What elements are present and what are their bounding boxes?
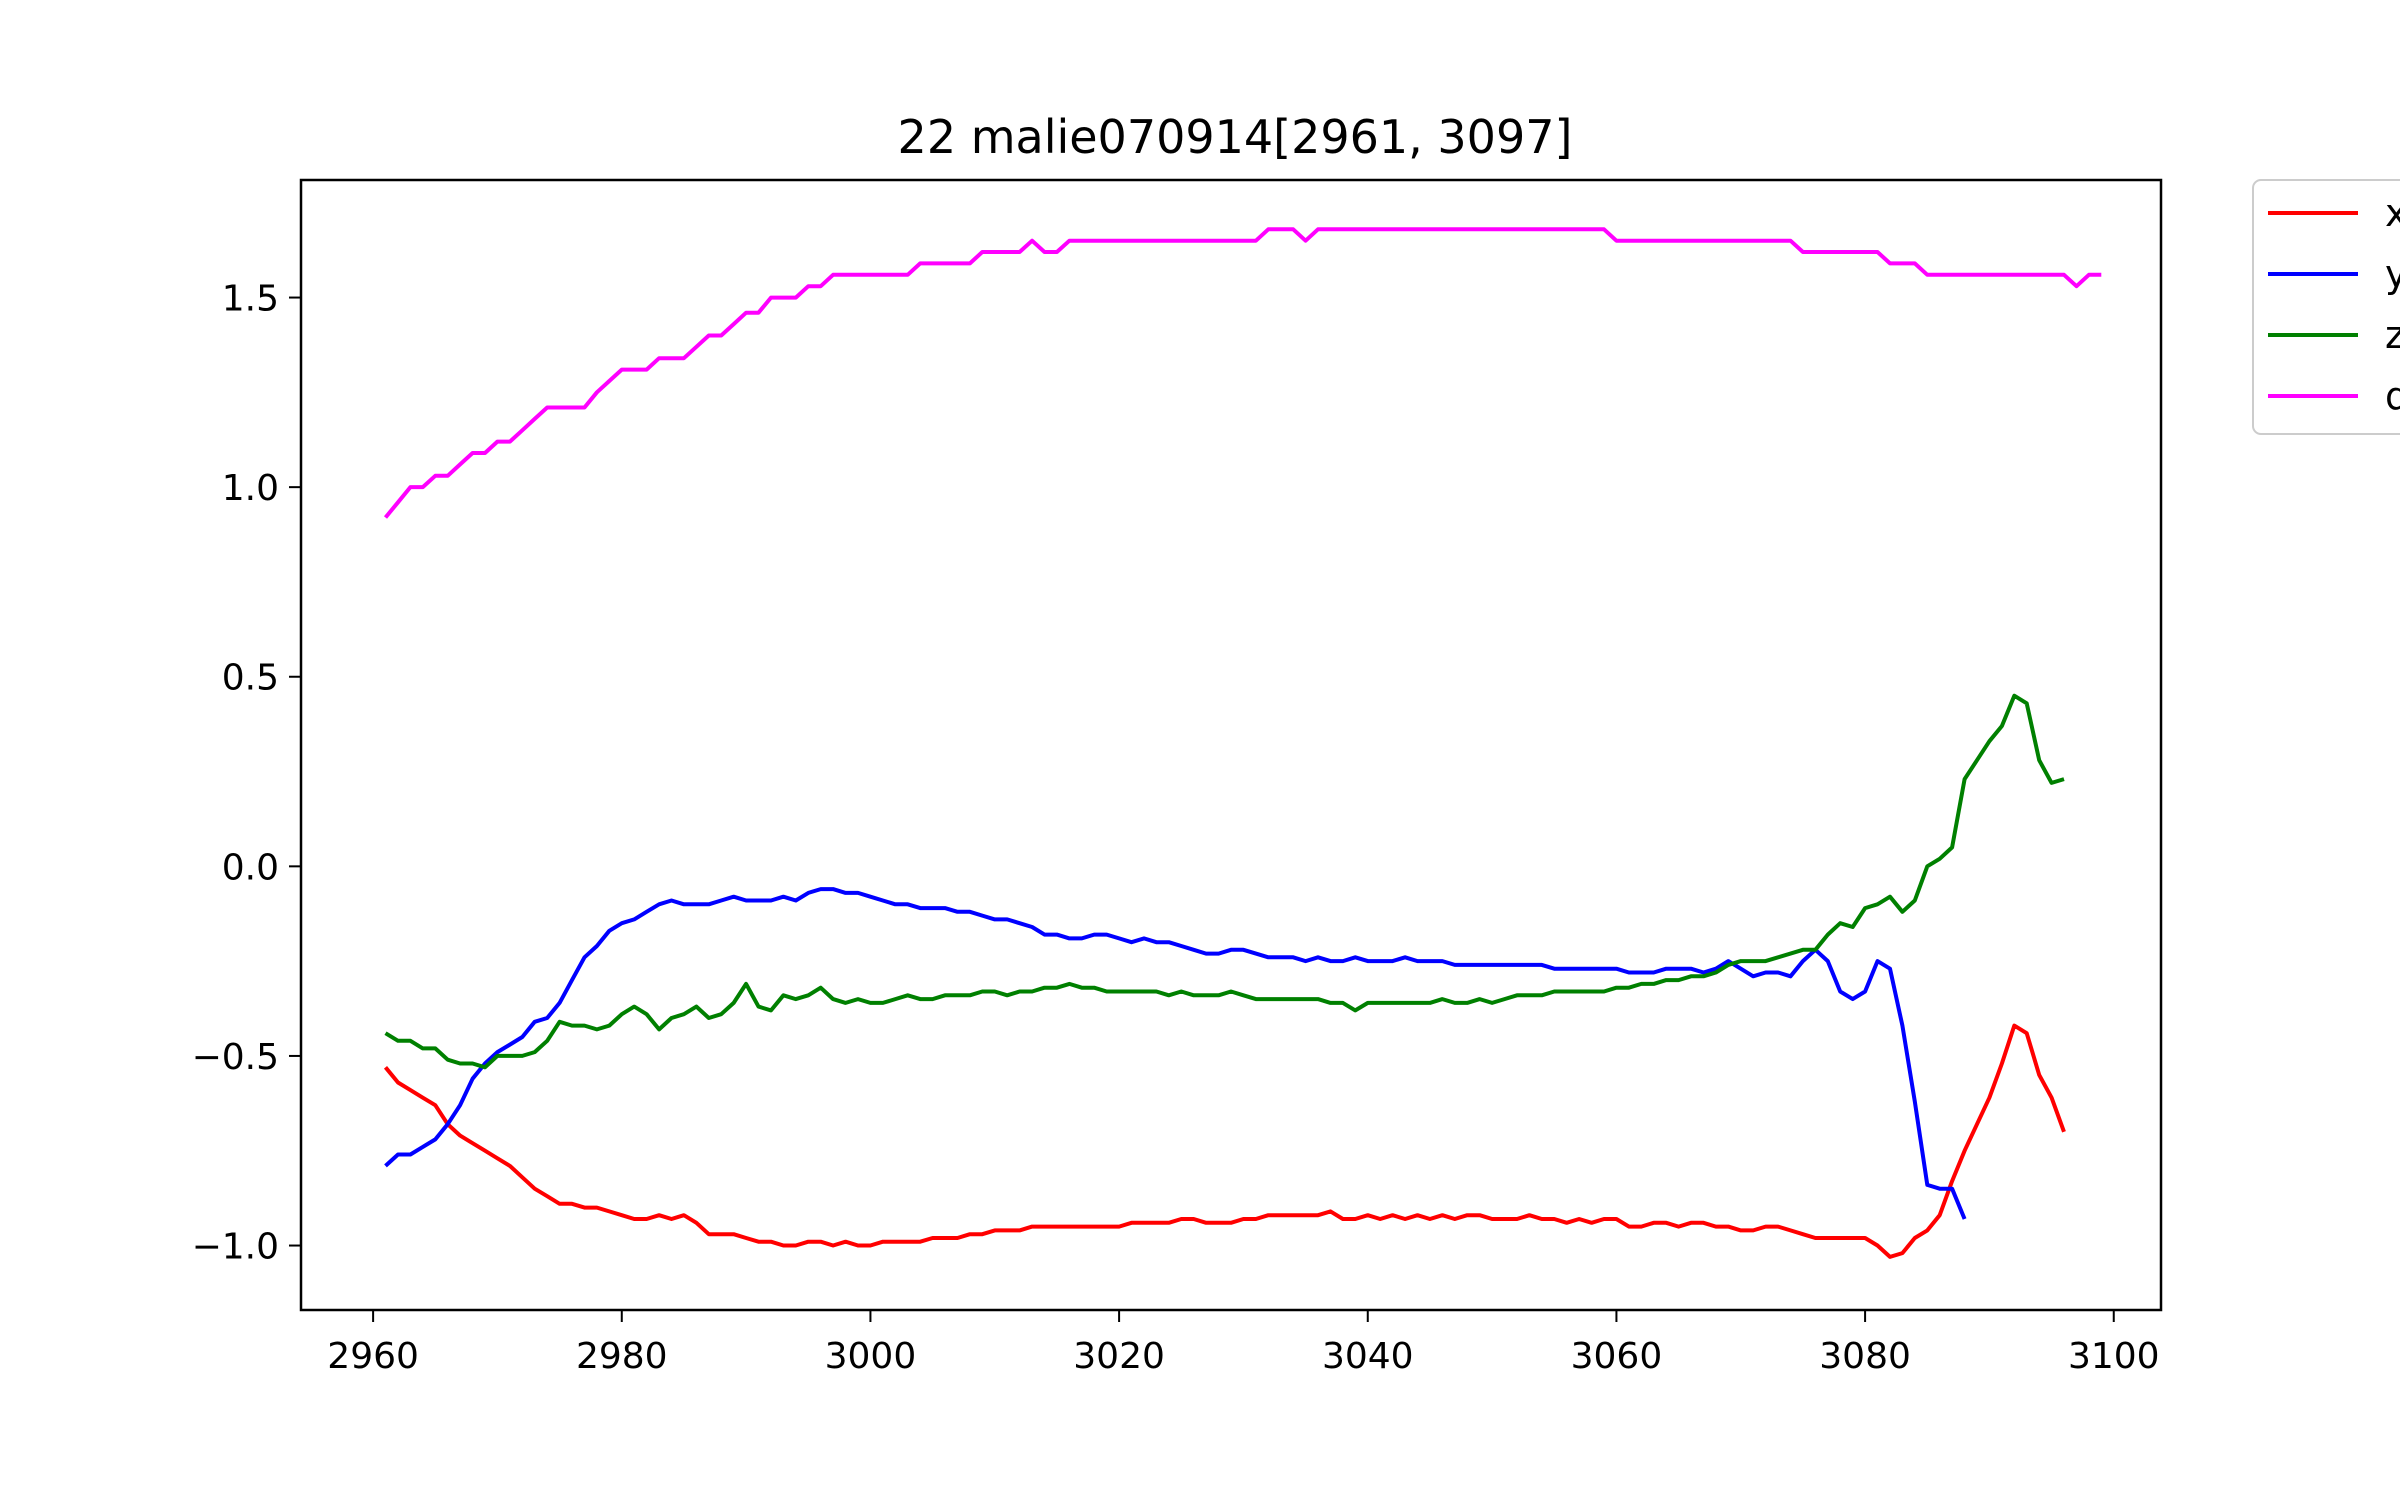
series-line-z xyxy=(384,693,2065,1070)
plot-frame xyxy=(299,178,2163,1312)
y-tick-label: 1.5 xyxy=(222,279,279,320)
legend-frame xyxy=(2252,179,2400,435)
x-tick-label: 3040 xyxy=(1322,1336,1414,1377)
y-tick-label: −0.5 xyxy=(192,1037,279,1078)
plot-area xyxy=(299,178,2163,1312)
legend-label-x: x xyxy=(2385,191,2400,235)
x-tick-label: 3080 xyxy=(1819,1336,1911,1377)
x-tick-label: 2960 xyxy=(327,1336,419,1377)
y-tick-label: −1.0 xyxy=(192,1227,279,1268)
x-tick-label: 3100 xyxy=(2068,1336,2160,1377)
x-tick-label: 2980 xyxy=(576,1336,668,1377)
series-layer xyxy=(383,227,2102,1259)
legend-label-y: y xyxy=(2385,252,2400,296)
y-axis: −1.0 −0.5 0.0 0.5 1.0 1.5 xyxy=(192,279,301,1268)
y-tick-label: 1.0 xyxy=(222,468,279,509)
series-line-d xyxy=(383,227,2102,519)
x-tick-label: 3060 xyxy=(1571,1336,1663,1377)
y-tick-label: 0.5 xyxy=(222,658,279,699)
legend-label-z: z xyxy=(2385,313,2400,357)
legend-label-d: d xyxy=(2385,374,2400,418)
chart-title: 22 malie070914[2961, 3097] xyxy=(898,110,1573,164)
series-line-x xyxy=(383,1023,2066,1259)
x-tick-label: 3000 xyxy=(825,1336,917,1377)
x-tick-label: 3020 xyxy=(1073,1336,1165,1377)
x-axis: 2960 2980 3000 3020 3040 3060 3080 3100 xyxy=(327,1310,2160,1377)
y-tick-label: 0.0 xyxy=(222,847,279,888)
series-line-y xyxy=(384,887,1967,1220)
